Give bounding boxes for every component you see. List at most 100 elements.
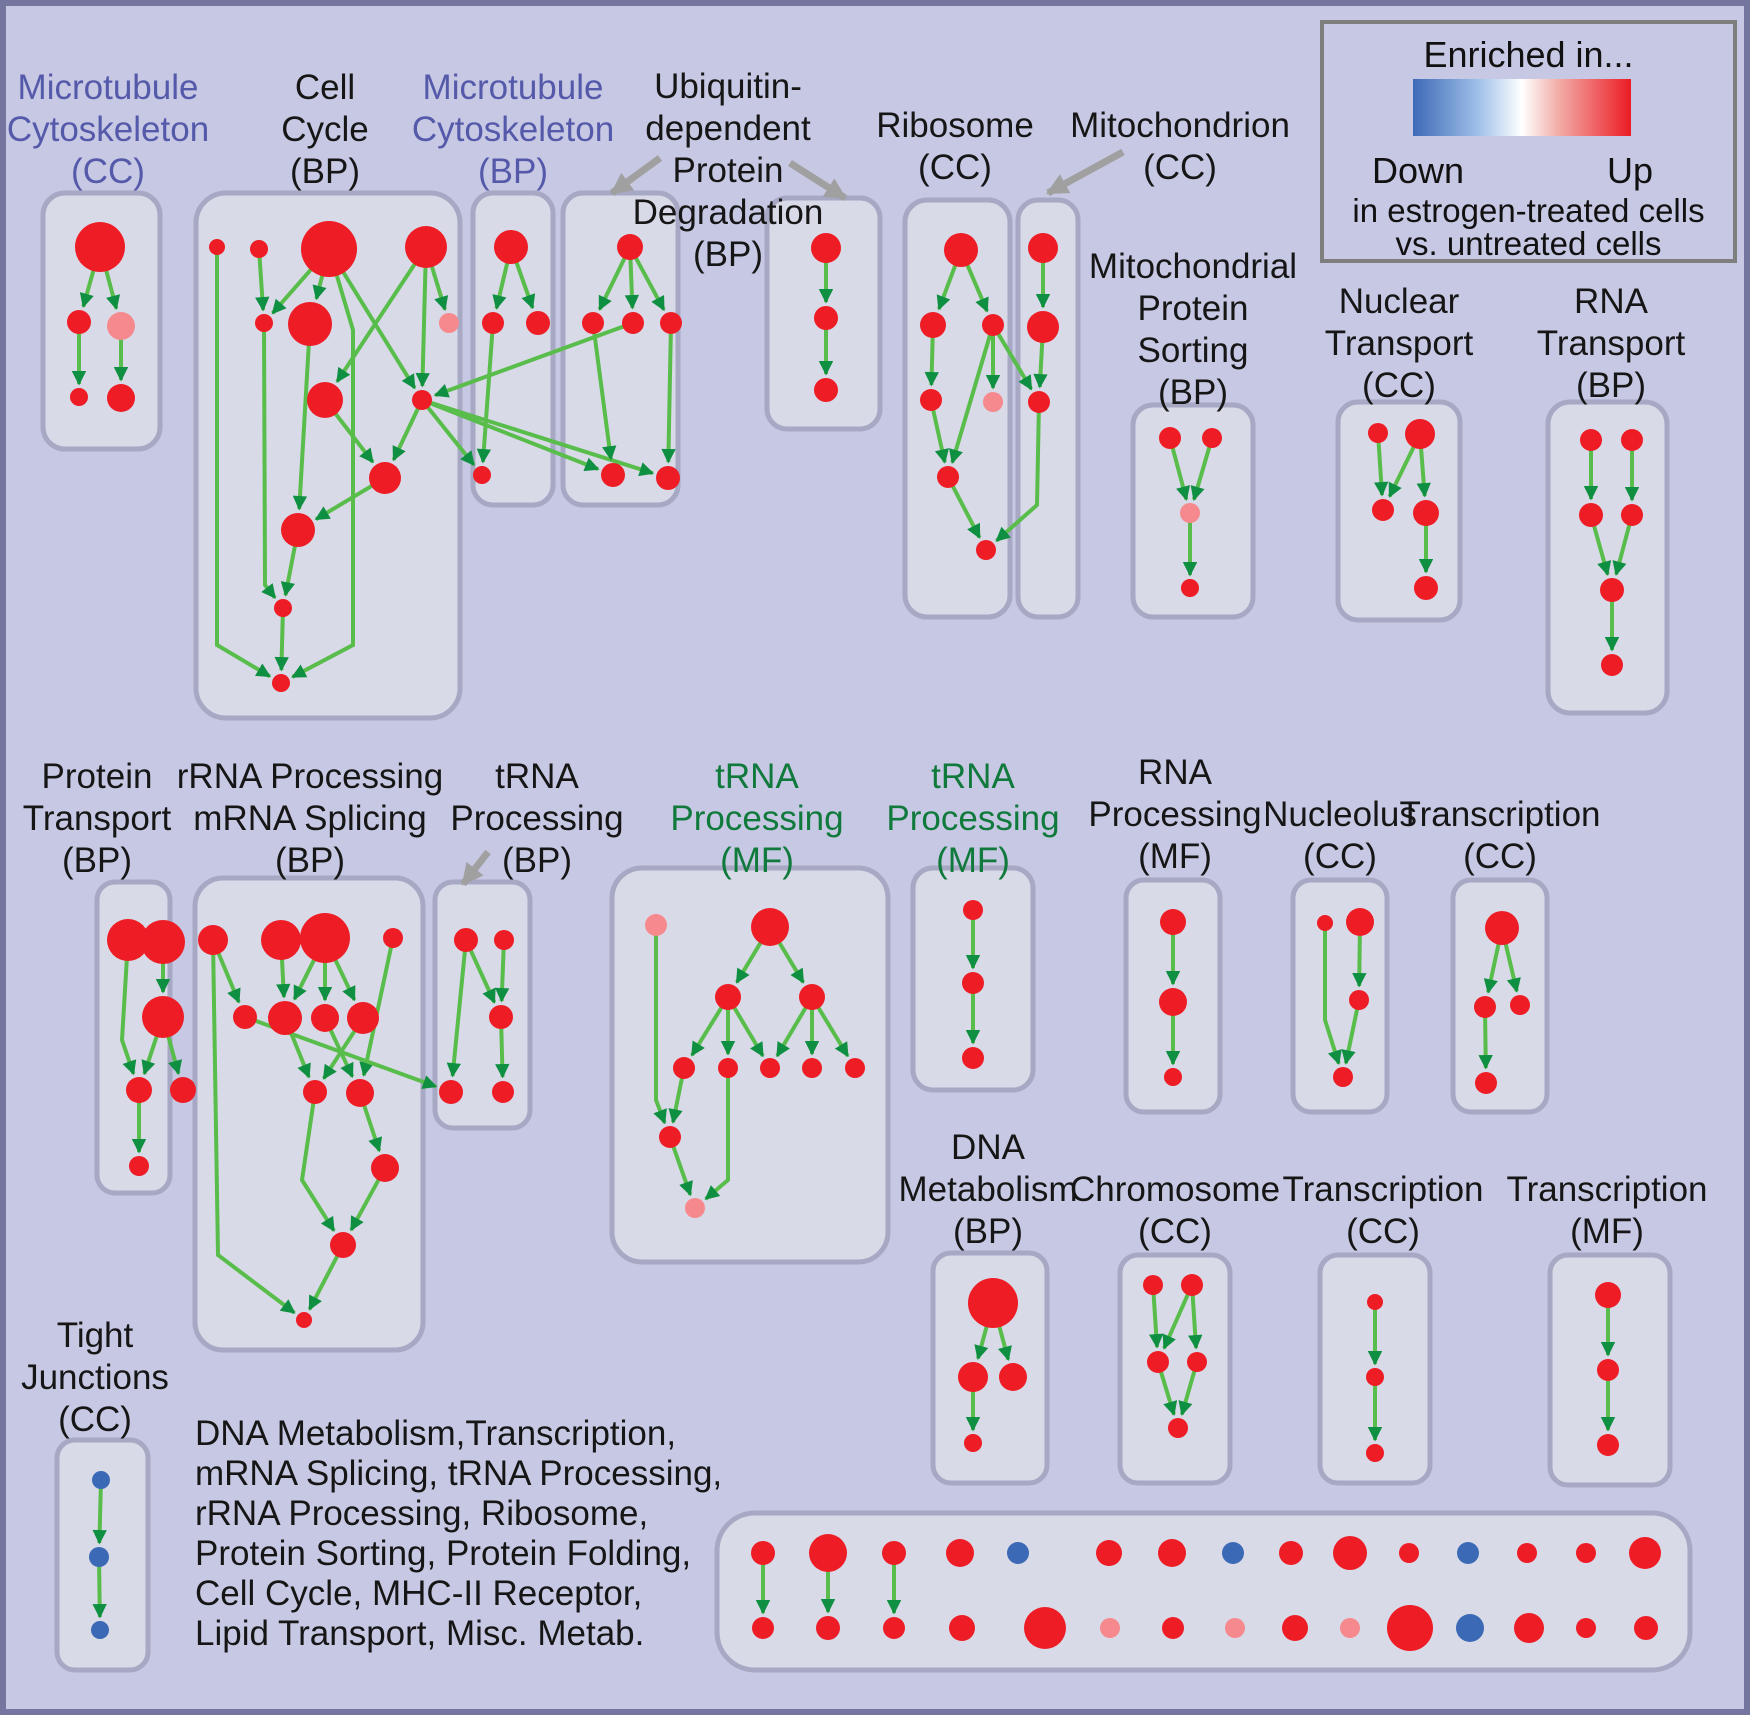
go-term-node-tj1-blue [92, 1471, 110, 1489]
edge-mb2-mb4 [476, 322, 495, 464]
label-cell-cycle-bp: Cell Cycle (BP) [281, 67, 369, 193]
go-term-node-tc4-red [1475, 1072, 1497, 1094]
edge-ms2-ms3 [1190, 437, 1214, 501]
go-term-node-nu3-red [1349, 990, 1369, 1010]
go-term-node-rr3-red [300, 913, 350, 963]
label-ubiquitin-dependent-protein-degradation-bp: Ubiquitin-dependent Protein Degradation (BP… [633, 66, 824, 276]
go-term-node-tc2-red [1474, 996, 1496, 1018]
label-trna-processing-bp: tRNA Processing (BP) [450, 756, 623, 882]
go-term-node-rb5-pink [983, 392, 1003, 412]
go-term-node-nu1-red [1317, 915, 1333, 931]
go-term-node-bb4-red [949, 1615, 975, 1641]
go-term-node-tm4-red [799, 984, 825, 1010]
go-term-node-bt13-red [1517, 1543, 1537, 1563]
go-term-node-ub3-red [622, 312, 644, 334]
go-term-node-mi2-red [1027, 311, 1059, 343]
go-term-node-cc5-red [255, 314, 273, 332]
go-term-node-rr9-red [303, 1080, 327, 1104]
go-term-node-rr13-red [296, 1312, 312, 1328]
edge-rr4-rr10 [359, 937, 395, 1077]
go-term-node-cc9-red [369, 462, 401, 494]
label-ribosome-cc: Ribosome (CC) [876, 105, 1034, 189]
go-term-node-tm3-red [715, 984, 741, 1010]
group-box-mixed-terms-strip [714, 1510, 1693, 1673]
label-line: (CC) [1362, 366, 1436, 405]
label-dna-metabolism-bp: DNA Metabolism (BP) [899, 1127, 1078, 1253]
go-term-node-bb12-blue [1456, 1614, 1484, 1642]
label-line: Processing [1088, 795, 1262, 834]
go-term-node-nt2-red [1405, 419, 1435, 449]
go-term-node-ch2-red [1181, 1274, 1203, 1296]
label-line: Cytoskeleton [411, 110, 615, 149]
label-line: (BP) [61, 841, 132, 880]
go-term-node-tx2-red [1366, 1368, 1384, 1386]
edge-nu3-nu4 [1341, 999, 1361, 1065]
label-line: (BP) [692, 235, 763, 274]
edge-cc4-cc7 [335, 245, 428, 383]
go-term-node-ch1-red [1143, 1275, 1163, 1295]
go-term-node-tx1-red [1367, 1294, 1383, 1310]
go-term-node-mb2-red [482, 312, 504, 334]
go-term-node-dm3-red [999, 1363, 1027, 1391]
go-term-node-rm1-red [1160, 909, 1186, 935]
go-term-node-bt9-red [1279, 1541, 1303, 1565]
go-term-node-rb2-red [920, 312, 946, 338]
group-box-chromosome-cc [1117, 1252, 1233, 1486]
label-line: (MF) [1570, 1212, 1644, 1251]
label-line: Junctions [21, 1358, 169, 1397]
go-term-node-ms1-red [1159, 427, 1181, 449]
edge-cc5-cc11 [261, 322, 277, 599]
go-term-node-tm2-red [751, 908, 789, 946]
label-line: Transcription [1506, 1170, 1708, 1209]
go-term-node-tx3-red [1366, 1444, 1384, 1462]
label-line: Transcription [1282, 1170, 1484, 1209]
go-term-node-rr2-red [261, 920, 301, 960]
go-term-node-bt11-red [1399, 1543, 1419, 1563]
go-term-node-nu4-red [1333, 1067, 1353, 1087]
edge-cc2-cc5 [255, 248, 270, 312]
pointer-to-mitochondrion-box-arrow-icon [1046, 148, 1125, 197]
edge-tm1-tm10 [653, 925, 667, 1125]
go-term-node-tc3-red [1510, 995, 1530, 1015]
label-line: Mitochondrial [1088, 247, 1298, 286]
go-term-node-cc11-red [274, 599, 292, 617]
go-term-node-rr11-red [371, 1154, 399, 1182]
edge-tm6-tm11 [704, 1068, 730, 1201]
go-term-node-tm7-red [760, 1058, 780, 1078]
go-term-node-rt3-red [1579, 503, 1603, 527]
go-term-node-rr10-red [346, 1079, 374, 1107]
go-term-node-tb3-red [489, 1005, 513, 1029]
go-term-node-bt5-blue [1007, 1542, 1029, 1564]
go-term-node-bt10-red [1333, 1536, 1367, 1570]
go-term-node-bt8-blue [1222, 1542, 1244, 1564]
edge-cc4-cc8 [415, 246, 430, 388]
go-term-node-tm6-red [718, 1058, 738, 1078]
label-line: Metabolism [898, 1170, 1078, 1209]
label-line: Chromosome [1069, 1170, 1281, 1209]
label-line: Nuclear [1338, 282, 1460, 321]
edge-tb2-tb3 [494, 939, 510, 1003]
go-term-node-tf3-red [1597, 1434, 1619, 1456]
go-term-node-bt6-red [1096, 1540, 1122, 1566]
go-term-node-tm9-red [845, 1058, 865, 1078]
label-line: RNA [1574, 282, 1648, 321]
label-line: (BP) [274, 841, 345, 880]
go-term-node-ub5-red [601, 463, 625, 487]
go-term-node-nt4-red [1413, 500, 1439, 526]
go-term-node-tn3-red [962, 1047, 984, 1069]
label-rna-processing-mf: RNA Processing (MF) [1088, 752, 1261, 878]
go-term-node-tc1-red [1485, 911, 1519, 945]
label-line: Processing [670, 799, 844, 838]
go-term-node-ch4-red [1187, 1352, 1207, 1372]
label-line: (MF) [936, 841, 1010, 880]
edge-cc1-cc12 [215, 247, 272, 679]
go-term-node-bt12-blue [1457, 1542, 1479, 1564]
go-term-node-tm10-red [659, 1126, 681, 1148]
go-term-node-tm1-pink [645, 914, 667, 936]
go-term-node-rt4-red [1621, 504, 1643, 526]
label-line: (BP) [1575, 366, 1646, 405]
go-term-node-bb5-red [1024, 1607, 1066, 1649]
group-box-rrna-processing-mrna-splicing-bp [192, 875, 426, 1353]
